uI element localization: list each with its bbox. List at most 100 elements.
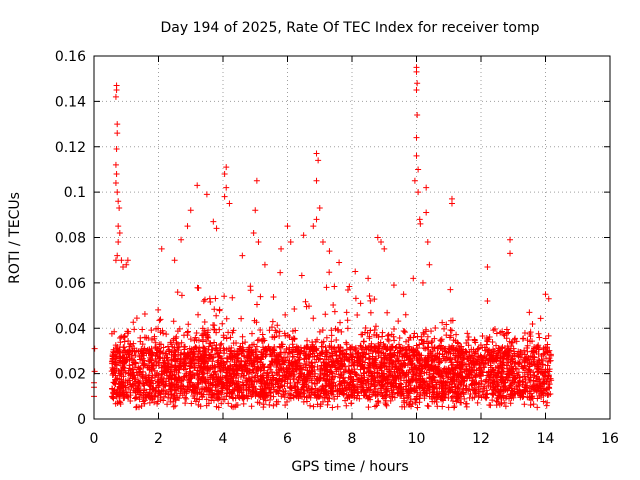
y-tick-label: 0.12 bbox=[55, 140, 86, 156]
roti-point bbox=[402, 329, 409, 336]
y-tick-label: 0.1 bbox=[64, 185, 86, 201]
roti-point bbox=[148, 327, 155, 334]
roti-point bbox=[219, 374, 226, 381]
roti-point bbox=[205, 334, 212, 341]
roti-point bbox=[91, 345, 98, 352]
roti-point bbox=[479, 332, 486, 339]
roti-point bbox=[164, 354, 171, 361]
roti-point bbox=[139, 326, 146, 333]
roti-point bbox=[428, 328, 435, 335]
roti-point bbox=[349, 378, 356, 385]
roti-point bbox=[396, 335, 403, 342]
roti-point bbox=[223, 184, 230, 191]
roti-point bbox=[156, 317, 163, 324]
roti-point bbox=[535, 330, 542, 337]
roti-point bbox=[451, 403, 458, 410]
roti-point bbox=[509, 339, 516, 346]
roti-point bbox=[282, 311, 289, 318]
roti-point bbox=[195, 284, 202, 291]
roti-point bbox=[324, 398, 331, 405]
roti-point bbox=[298, 369, 305, 376]
roti-point bbox=[206, 295, 213, 302]
roti-point bbox=[203, 191, 210, 198]
roti-point bbox=[182, 366, 189, 373]
roti-point bbox=[424, 333, 431, 340]
roti-point bbox=[112, 161, 119, 168]
roti-point bbox=[270, 402, 277, 409]
roti-point bbox=[113, 170, 120, 177]
roti-point bbox=[115, 198, 122, 205]
roti-point bbox=[287, 239, 294, 246]
roti-point bbox=[187, 207, 194, 214]
roti-point bbox=[154, 400, 161, 407]
roti-point bbox=[507, 400, 514, 407]
roti-point bbox=[158, 245, 165, 252]
roti-point bbox=[413, 134, 420, 141]
roti-point bbox=[484, 263, 491, 270]
y-tick-label: 0 bbox=[77, 412, 86, 428]
roti-point bbox=[223, 393, 230, 400]
roti-point bbox=[295, 374, 302, 381]
roti-point bbox=[374, 234, 381, 241]
roti-point bbox=[276, 376, 283, 383]
roti-point bbox=[217, 341, 224, 348]
roti-point bbox=[334, 393, 341, 400]
roti-point bbox=[193, 345, 200, 352]
roti-point bbox=[151, 399, 158, 406]
roti-point bbox=[131, 395, 138, 402]
roti-point bbox=[402, 383, 409, 390]
roti-point bbox=[505, 329, 512, 336]
roti-point bbox=[507, 250, 514, 257]
roti-point bbox=[453, 331, 460, 338]
roti-point bbox=[449, 317, 456, 324]
roti-point bbox=[417, 220, 424, 227]
roti-point bbox=[182, 343, 189, 350]
roti-point bbox=[542, 335, 549, 342]
roti-point bbox=[411, 330, 418, 337]
roti-point bbox=[313, 216, 320, 223]
roti-point bbox=[213, 312, 220, 319]
roti-point bbox=[382, 401, 389, 408]
roti-point bbox=[155, 382, 162, 389]
roti-point bbox=[419, 279, 426, 286]
roti-point bbox=[385, 337, 392, 344]
roti-point bbox=[372, 323, 379, 330]
roti-point bbox=[410, 275, 417, 282]
roti-point bbox=[210, 218, 217, 225]
roti-point bbox=[511, 348, 518, 355]
roti-point bbox=[223, 335, 230, 342]
roti-point bbox=[328, 385, 335, 392]
roti-point bbox=[277, 383, 284, 390]
roti-point bbox=[316, 205, 323, 212]
roti-point bbox=[218, 340, 225, 347]
roti-point bbox=[415, 166, 422, 173]
roti-point bbox=[137, 338, 144, 345]
x-tick-label: 14 bbox=[537, 431, 555, 447]
roti-point bbox=[507, 236, 514, 243]
roti-point bbox=[495, 370, 502, 377]
roti-point bbox=[333, 337, 340, 344]
roti-point bbox=[432, 324, 439, 331]
roti-point bbox=[269, 318, 276, 325]
roti-point bbox=[211, 326, 218, 333]
roti-point bbox=[300, 373, 307, 380]
roti-point bbox=[542, 291, 549, 298]
roti-point bbox=[140, 368, 147, 375]
roti-point bbox=[252, 207, 259, 214]
roti-point bbox=[257, 327, 264, 334]
roti-point bbox=[176, 325, 183, 332]
roti-point bbox=[337, 319, 344, 326]
y-tick-label: 0.02 bbox=[55, 367, 86, 383]
roti-point bbox=[363, 392, 370, 399]
roti-point bbox=[255, 336, 262, 343]
roti-point bbox=[349, 353, 356, 360]
roti-point bbox=[477, 341, 484, 348]
roti-point bbox=[253, 301, 260, 308]
roti-point bbox=[117, 339, 124, 346]
roti-point bbox=[235, 378, 242, 385]
roti-point bbox=[112, 257, 119, 264]
roti-point bbox=[233, 340, 240, 347]
roti-point bbox=[293, 393, 300, 400]
roti-point bbox=[228, 389, 235, 396]
roti-point bbox=[253, 177, 260, 184]
